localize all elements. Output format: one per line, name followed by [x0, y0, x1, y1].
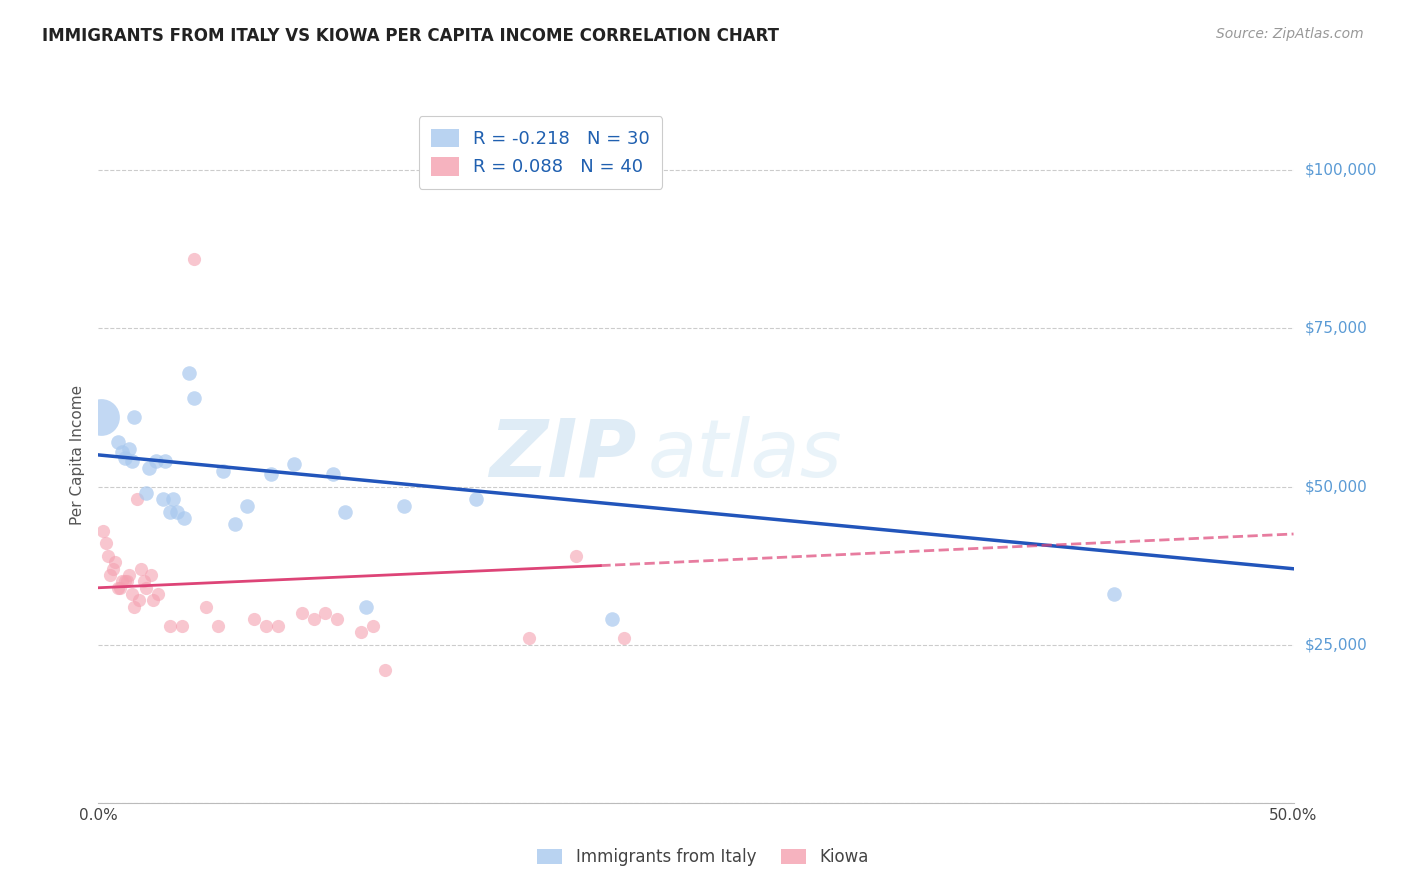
Point: [162, 492, 184, 507]
Point: [207, 618, 229, 632]
Point: [194, 599, 217, 614]
Point: [114, 574, 136, 589]
Point: [354, 599, 377, 614]
Point: [111, 444, 134, 458]
Text: $75,000: $75,000: [1305, 321, 1368, 336]
Point: [124, 599, 146, 614]
Legend: Immigrants from Italy, Kiowa: Immigrants from Italy, Kiowa: [529, 840, 877, 875]
Point: [121, 587, 143, 601]
Point: [179, 366, 201, 380]
Text: $25,000: $25,000: [1305, 637, 1368, 652]
Point: [290, 606, 312, 620]
Point: [315, 606, 337, 620]
Point: [118, 442, 141, 456]
Point: [350, 625, 373, 640]
Point: [135, 581, 157, 595]
Point: [124, 409, 146, 424]
Point: [132, 574, 155, 589]
Point: [374, 663, 396, 677]
Point: [363, 618, 385, 632]
Point: [145, 454, 167, 468]
Point: [155, 454, 177, 468]
Point: [465, 492, 488, 507]
Point: [600, 612, 623, 626]
Point: [517, 632, 540, 646]
Legend: R = -0.218   N = 30, R = 0.088   N = 40: R = -0.218 N = 30, R = 0.088 N = 40: [419, 116, 662, 189]
Point: [94, 536, 117, 550]
Point: [107, 581, 129, 595]
Point: [135, 486, 157, 500]
Point: [159, 618, 181, 632]
Point: [152, 492, 174, 507]
Text: IMMIGRANTS FROM ITALY VS KIOWA PER CAPITA INCOME CORRELATION CHART: IMMIGRANTS FROM ITALY VS KIOWA PER CAPIT…: [42, 27, 779, 45]
Point: [131, 562, 153, 576]
Point: [259, 467, 281, 481]
Point: [118, 568, 141, 582]
Point: [283, 458, 305, 472]
Text: ZIP: ZIP: [489, 416, 636, 494]
Point: [333, 505, 356, 519]
Point: [104, 556, 127, 570]
Point: [166, 505, 188, 519]
Point: [101, 562, 124, 576]
Text: Source: ZipAtlas.com: Source: ZipAtlas.com: [1216, 27, 1364, 41]
Point: [98, 568, 122, 582]
Point: [97, 549, 120, 563]
Point: [90, 409, 112, 424]
Point: [121, 454, 143, 468]
Point: [128, 593, 150, 607]
Point: [148, 587, 170, 601]
Point: [613, 632, 636, 646]
Point: [111, 574, 134, 589]
Text: $50,000: $50,000: [1305, 479, 1368, 494]
Point: [142, 593, 165, 607]
Point: [326, 612, 349, 626]
Point: [254, 618, 277, 632]
Point: [107, 435, 129, 450]
Point: [235, 499, 257, 513]
Point: [224, 517, 246, 532]
Point: [183, 391, 205, 405]
Point: [172, 618, 194, 632]
Point: [565, 549, 588, 563]
Point: [138, 460, 160, 475]
Point: [267, 618, 290, 632]
Text: atlas: atlas: [648, 416, 844, 494]
Point: [394, 499, 416, 513]
Text: $100,000: $100,000: [1305, 163, 1376, 178]
Point: [211, 464, 233, 478]
Point: [108, 581, 131, 595]
Point: [125, 492, 148, 507]
Point: [159, 505, 181, 519]
Point: [302, 612, 325, 626]
Point: [183, 252, 205, 266]
Point: [322, 467, 344, 481]
Y-axis label: Per Capita Income: Per Capita Income: [70, 384, 86, 525]
Point: [1102, 587, 1125, 601]
Point: [115, 574, 138, 589]
Point: [173, 511, 195, 525]
Point: [139, 568, 162, 582]
Point: [114, 451, 136, 466]
Point: [243, 612, 266, 626]
Point: [91, 524, 114, 538]
